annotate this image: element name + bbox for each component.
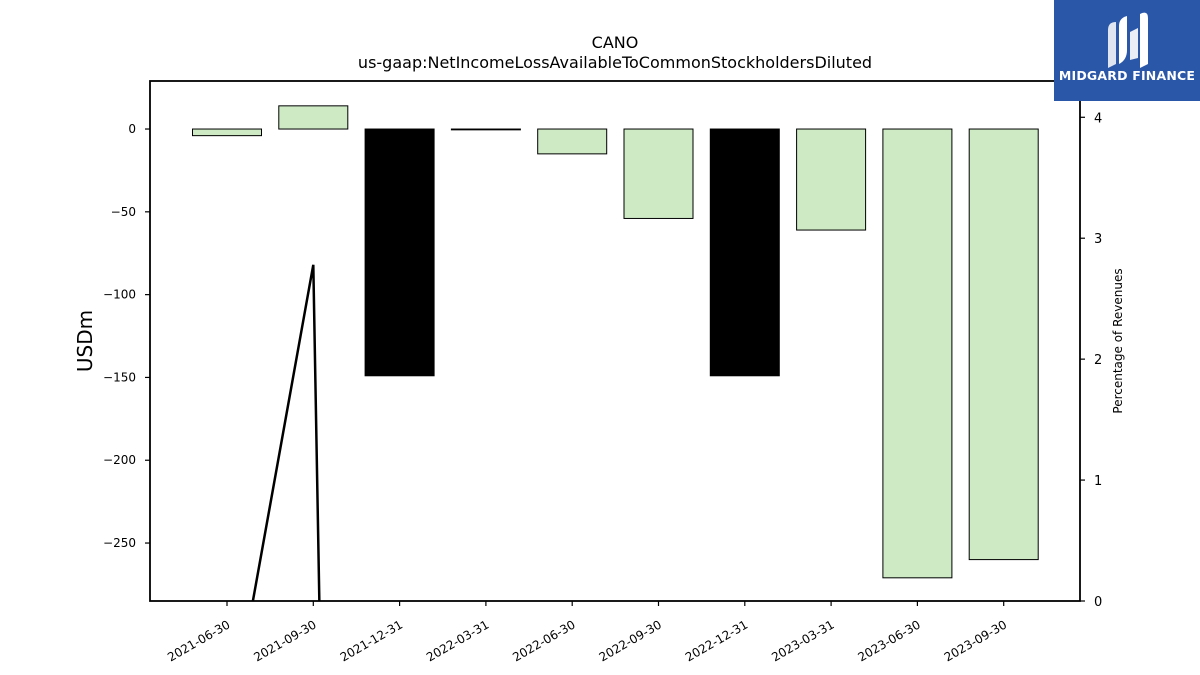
bar-2022-12-31	[709, 128, 780, 377]
x-tick-label: 2022-06-30	[510, 617, 577, 664]
y-tick-label: −100	[103, 288, 136, 302]
line-group	[251, 264, 321, 601]
bar-2022-09-30	[623, 128, 694, 219]
line-series	[251, 264, 321, 601]
bar-2022-03-31	[450, 128, 521, 131]
y-tick-label: −250	[103, 536, 136, 550]
y2-tick-label: 4	[1094, 111, 1102, 126]
bar-2021-12-31	[364, 128, 435, 377]
y-tick-label: −150	[103, 370, 136, 384]
logo-text: MIDGARD FINANCE	[1058, 68, 1196, 83]
x-tick-label: 2021-12-31	[338, 617, 405, 664]
chart-title: CANO	[592, 33, 639, 52]
x-tick-label: 2021-09-30	[251, 617, 318, 664]
x-tick-label: 2022-09-30	[597, 617, 664, 664]
y2-axis-label: Percentage of Revenues	[1111, 268, 1125, 413]
bar-2023-03-31	[796, 128, 867, 231]
logo-mark-icon	[1108, 12, 1148, 68]
x-tick-label: 2022-03-31	[424, 617, 491, 664]
y2-tick-label: 0	[1094, 595, 1102, 610]
chart-subtitle: us-gaap:NetIncomeLossAvailableToCommonSt…	[358, 53, 872, 72]
bars-group	[192, 105, 1039, 579]
y2-tick-label: 1	[1094, 474, 1102, 489]
bar-2023-09-30	[968, 128, 1039, 561]
plot-frame	[149, 80, 1081, 602]
bar-2022-06-30	[537, 128, 608, 155]
bar-2021-06-30	[192, 128, 262, 137]
x-tick-label: 2023-09-30	[942, 617, 1009, 664]
y-axis-label: USDm	[73, 310, 97, 372]
bar-2021-09-30	[278, 105, 349, 130]
x-tick-label: 2023-03-31	[769, 617, 836, 664]
y2-tick-label: 2	[1094, 353, 1102, 368]
bar-2023-06-30	[882, 128, 953, 579]
x-tick-label: 2022-12-31	[683, 617, 750, 664]
y2-tick-label: 3	[1094, 232, 1102, 247]
y-tick-label: −200	[103, 453, 136, 467]
y-tick-label: 0	[128, 122, 136, 136]
x-tick-label: 2023-06-30	[855, 617, 922, 664]
y-tick-label: −50	[111, 205, 136, 219]
x-tick-label: 2021-06-30	[165, 617, 232, 664]
brand-logo: MIDGARD FINANCE	[1054, 0, 1200, 101]
